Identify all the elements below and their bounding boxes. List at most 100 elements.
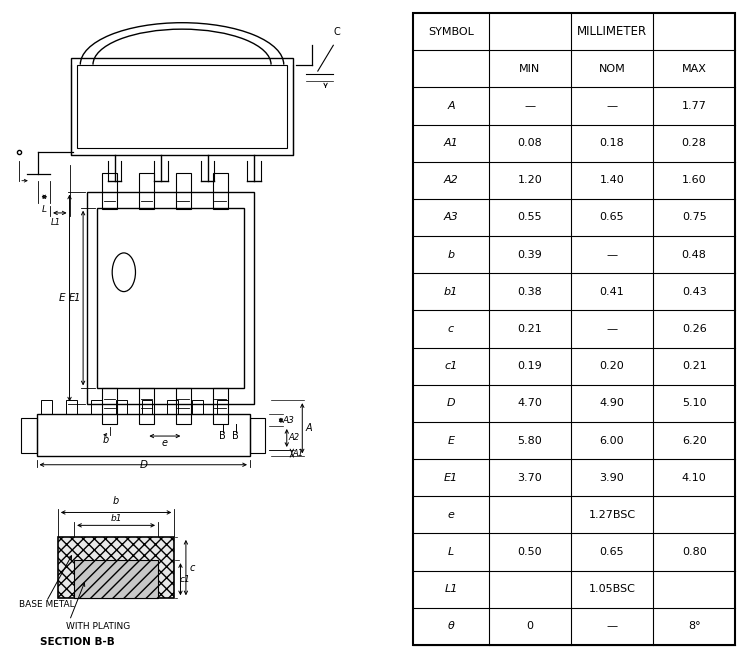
Bar bbox=[176, 388, 191, 424]
Bar bbox=[87, 191, 254, 405]
Text: MAX: MAX bbox=[682, 64, 706, 74]
Text: 0.20: 0.20 bbox=[600, 361, 624, 371]
Bar bbox=[21, 418, 37, 453]
Text: A: A bbox=[306, 423, 313, 434]
Text: b1: b1 bbox=[110, 515, 122, 523]
Text: E: E bbox=[58, 293, 65, 303]
Text: A1: A1 bbox=[444, 138, 459, 148]
Bar bbox=[37, 415, 250, 457]
Text: —: — bbox=[606, 249, 618, 260]
Text: BASE METAL: BASE METAL bbox=[19, 601, 75, 609]
Bar bbox=[97, 208, 244, 388]
Bar bbox=[176, 173, 191, 209]
Text: 0.80: 0.80 bbox=[682, 547, 706, 557]
Text: E: E bbox=[448, 436, 454, 445]
Text: 0.55: 0.55 bbox=[518, 213, 542, 222]
Text: 0.43: 0.43 bbox=[682, 287, 706, 297]
Text: 0.21: 0.21 bbox=[682, 361, 706, 371]
Text: c: c bbox=[189, 563, 195, 572]
Text: 0.26: 0.26 bbox=[682, 324, 706, 334]
Text: 0.65: 0.65 bbox=[600, 213, 624, 222]
Text: 1.60: 1.60 bbox=[682, 175, 706, 186]
Bar bbox=[250, 418, 266, 453]
Text: A1: A1 bbox=[293, 449, 304, 457]
Text: L: L bbox=[448, 547, 454, 557]
Bar bbox=[213, 173, 228, 209]
Text: c1: c1 bbox=[180, 574, 190, 584]
Text: 0.48: 0.48 bbox=[682, 249, 706, 260]
Text: D: D bbox=[447, 398, 455, 409]
Text: 0.38: 0.38 bbox=[518, 287, 542, 297]
Text: 0.19: 0.19 bbox=[518, 361, 542, 371]
Text: 0.18: 0.18 bbox=[600, 138, 624, 148]
Text: SECTION B-B: SECTION B-B bbox=[40, 637, 115, 647]
Text: A3: A3 bbox=[282, 416, 294, 425]
Text: 0.08: 0.08 bbox=[518, 138, 542, 148]
Text: 1.05BSC: 1.05BSC bbox=[589, 584, 636, 594]
Text: 1.77: 1.77 bbox=[682, 101, 706, 111]
Text: 6.00: 6.00 bbox=[600, 436, 624, 445]
Text: 1.20: 1.20 bbox=[518, 175, 542, 186]
Text: 4.10: 4.10 bbox=[682, 472, 706, 483]
Text: —: — bbox=[524, 101, 536, 111]
Bar bbox=[74, 560, 158, 598]
Text: B: B bbox=[231, 431, 238, 441]
Text: L: L bbox=[42, 205, 47, 215]
Bar bbox=[58, 537, 175, 598]
Bar bbox=[74, 560, 158, 598]
Text: e: e bbox=[448, 510, 454, 520]
Text: WITH PLATING: WITH PLATING bbox=[66, 622, 130, 632]
Text: 1.27BSC: 1.27BSC bbox=[589, 510, 636, 520]
Bar bbox=[102, 388, 117, 424]
Text: 0.50: 0.50 bbox=[518, 547, 542, 557]
Text: A2: A2 bbox=[444, 175, 459, 186]
Text: —: — bbox=[606, 101, 618, 111]
Text: c: c bbox=[448, 324, 454, 334]
Text: B: B bbox=[219, 431, 225, 441]
Bar bbox=[142, 400, 152, 415]
Text: 3.90: 3.90 bbox=[600, 472, 624, 483]
Text: E1: E1 bbox=[444, 472, 458, 483]
Text: SYMBOL: SYMBOL bbox=[428, 26, 474, 37]
Text: b1: b1 bbox=[444, 287, 458, 297]
Text: 1.40: 1.40 bbox=[600, 175, 624, 186]
Text: c1: c1 bbox=[445, 361, 457, 371]
Text: NOM: NOM bbox=[599, 64, 625, 74]
Text: e: e bbox=[162, 438, 168, 448]
Bar bbox=[41, 400, 52, 415]
Bar bbox=[217, 400, 228, 415]
Text: C: C bbox=[333, 28, 341, 38]
Text: 0.41: 0.41 bbox=[600, 287, 624, 297]
Text: L1: L1 bbox=[51, 218, 61, 227]
Text: 0.39: 0.39 bbox=[518, 249, 542, 260]
Bar bbox=[72, 58, 292, 155]
Text: D: D bbox=[140, 460, 147, 470]
Bar bbox=[102, 173, 117, 209]
Text: 3.70: 3.70 bbox=[518, 472, 542, 483]
Text: L1: L1 bbox=[445, 584, 458, 594]
Bar bbox=[78, 64, 286, 149]
Text: A: A bbox=[448, 101, 455, 111]
Bar bbox=[66, 400, 77, 415]
Text: 0: 0 bbox=[527, 621, 533, 632]
Bar bbox=[116, 400, 128, 415]
Text: 8°: 8° bbox=[688, 621, 700, 632]
Text: 0.75: 0.75 bbox=[682, 213, 706, 222]
Text: A2: A2 bbox=[288, 434, 299, 442]
Bar bbox=[139, 388, 154, 424]
Text: A3: A3 bbox=[444, 213, 459, 222]
Text: —: — bbox=[606, 324, 618, 334]
Text: MIN: MIN bbox=[519, 64, 541, 74]
Text: —: — bbox=[606, 621, 618, 632]
Text: 4.70: 4.70 bbox=[518, 398, 542, 409]
Text: 0.21: 0.21 bbox=[518, 324, 542, 334]
Text: 5.80: 5.80 bbox=[518, 436, 542, 445]
Bar bbox=[91, 400, 102, 415]
Text: θ: θ bbox=[448, 621, 454, 632]
Bar bbox=[166, 400, 178, 415]
Text: b: b bbox=[103, 435, 109, 445]
Text: 0.28: 0.28 bbox=[682, 138, 706, 148]
Text: 4.90: 4.90 bbox=[600, 398, 624, 409]
Text: b: b bbox=[448, 249, 454, 260]
Bar bbox=[213, 388, 228, 424]
